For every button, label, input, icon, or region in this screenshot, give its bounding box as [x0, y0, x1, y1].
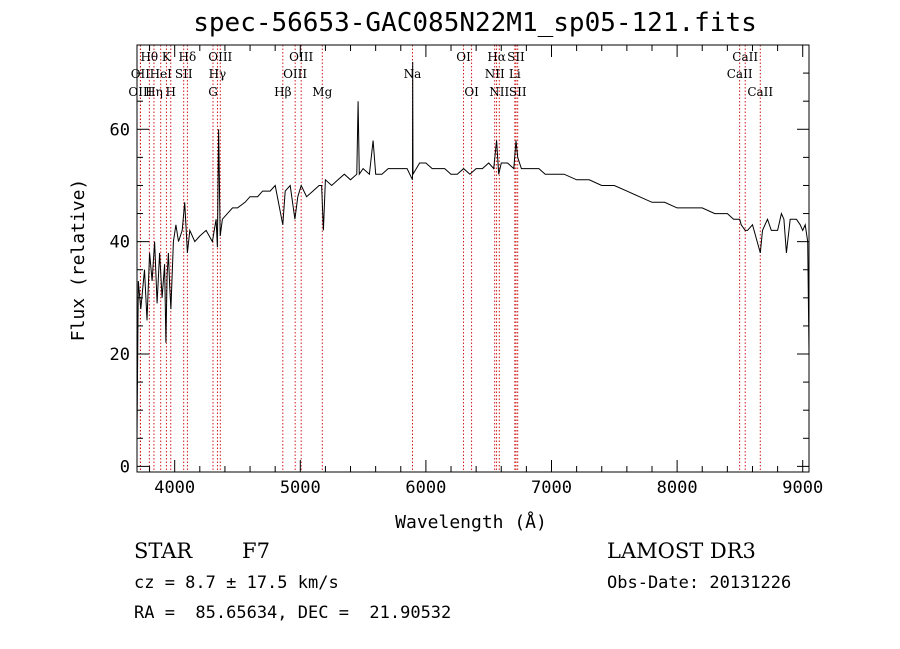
x-tick-label: 5000 — [280, 478, 321, 498]
line-label: Hθ — [140, 50, 158, 64]
y-tick-label: 40 — [110, 233, 130, 253]
x-axis-label: Wavelength (Å) — [395, 511, 547, 533]
line-label: CaII — [747, 85, 773, 99]
spectrum-series-line — [136, 61, 810, 439]
line-label: OIII — [283, 67, 307, 81]
line-label: G — [208, 85, 218, 99]
spectral-line-markers — [139, 45, 761, 472]
object-class: STAR — [134, 539, 193, 563]
x-tick-label: 8000 — [657, 478, 698, 498]
coordinates-readout: RA = 85.65634, DEC = 21.90532 — [134, 603, 452, 623]
line-label: Hδ — [179, 50, 197, 64]
x-tick-label: 7000 — [531, 478, 572, 498]
line-label: SII — [175, 67, 193, 81]
line-label: H — [166, 85, 176, 99]
line-label: HeI — [150, 67, 173, 81]
line-label: OIII — [128, 85, 152, 99]
line-label: OI — [464, 85, 479, 99]
y-axis-label: Flux (relative) — [68, 179, 89, 342]
redshift-readout: cz = 8.7 ± 17.5 km/s — [134, 573, 339, 593]
survey-label: LAMOST DR3 — [607, 539, 756, 563]
line-label: Hβ — [274, 85, 291, 99]
observation-date: Obs-Date: 20131226 — [607, 573, 792, 593]
line-label: CaII — [732, 50, 758, 64]
line-label: OII — [131, 67, 151, 81]
y-tick-label: 20 — [110, 345, 130, 365]
line-label: Hα — [487, 50, 506, 64]
x-tick-label: 6000 — [405, 478, 446, 498]
x-tick-label: 9000 — [782, 478, 823, 498]
y-tick-label: 60 — [110, 120, 130, 140]
line-label: Hγ — [209, 67, 227, 81]
chart-title: spec-56653-GAC085N22M1_sp05-121.fits — [193, 8, 757, 38]
line-label: K — [162, 50, 172, 64]
line-label: NII — [489, 85, 509, 99]
axis-ticks: 4000 5000 6000 7000 8000 9000 0 20 40 60 — [110, 45, 823, 498]
line-label: OIII — [208, 50, 232, 64]
line-label: Hη — [145, 85, 163, 99]
y-tick-label: 0 — [120, 457, 130, 477]
line-label: OIII — [289, 50, 313, 64]
object-subclass: F7 — [242, 539, 270, 563]
line-label: CaII — [727, 67, 753, 81]
line-label: SII — [509, 85, 527, 99]
x-tick-label: 4000 — [154, 478, 195, 498]
line-label: SII — [507, 50, 525, 64]
plot-frame — [136, 44, 810, 473]
line-label: Li — [509, 67, 521, 81]
line-label: Mg — [312, 85, 332, 99]
line-label: OI — [456, 50, 471, 64]
line-label: NII — [485, 67, 505, 81]
